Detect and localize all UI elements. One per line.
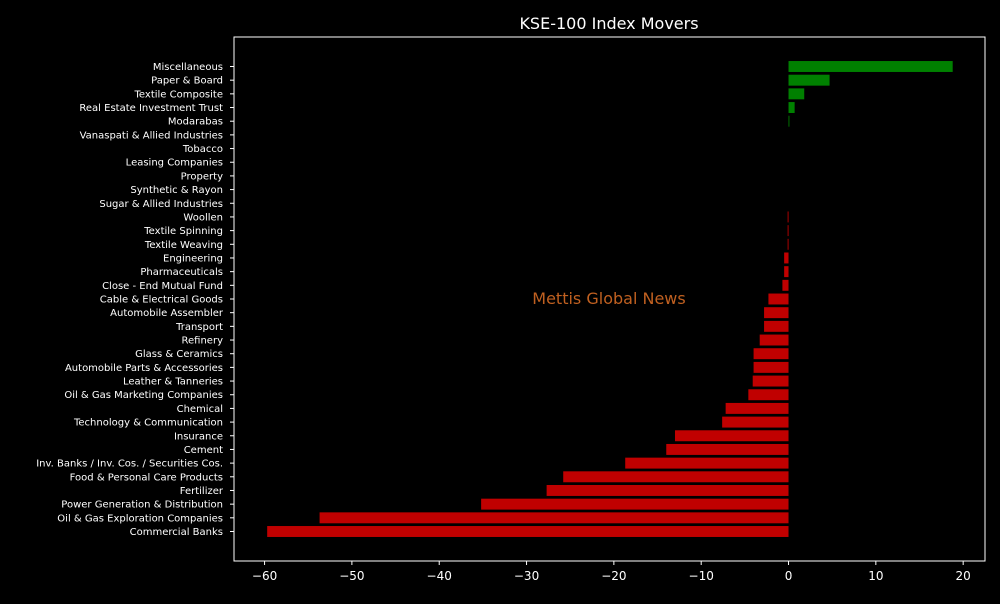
y-tick-label: Woollen (183, 212, 223, 223)
y-tick-label: Pharmaceuticals (140, 267, 223, 278)
bar (267, 526, 789, 537)
y-tick-label: Leather & Tanneries (123, 377, 223, 388)
bar (753, 348, 789, 360)
y-tick-label: Sugar & Allied Industries (99, 199, 223, 210)
bar (764, 320, 789, 332)
x-tick-label: −30 (514, 569, 539, 583)
x-tick-label: 20 (956, 569, 971, 583)
bar (748, 389, 789, 401)
y-tick-label: Modarabas (168, 117, 223, 128)
y-tick-label: Leasing Companies (126, 158, 223, 169)
bar (674, 430, 789, 442)
category-labels: Miscellaneous Paper & Board Textile Compos… (36, 62, 234, 538)
y-tick-label: Oil & Gas Marketing Companies (64, 390, 223, 401)
y-tick-label: Close - End Mutual Fund (102, 281, 223, 292)
bar (764, 307, 789, 319)
y-tick-label: Technology & Communication (73, 418, 223, 429)
x-tick-label: −40 (427, 569, 452, 583)
y-tick-label: Food & Personal Care Products (70, 472, 223, 483)
bar (782, 279, 789, 291)
y-tick-label: Inv. Banks / Inv. Cos. / Securities Cos. (36, 459, 223, 470)
y-tick-label: Fertilizer (180, 486, 224, 497)
bar (784, 252, 789, 264)
bar (753, 361, 789, 373)
y-tick-label: Chemical (177, 404, 223, 415)
bar (788, 102, 795, 113)
bar (784, 266, 789, 278)
x-axis-ticks: −60 −50 −40 −30 −20 −10 0 10 20 (252, 561, 971, 583)
y-tick-label: Cement (184, 445, 223, 456)
y-tick-label: Glass & Ceramics (135, 349, 223, 360)
y-tick-label: Real Estate Investment Trust (79, 103, 223, 114)
bar (759, 334, 789, 346)
y-tick-label: Textile Weaving (144, 240, 223, 251)
y-tick-label: Textile Spinning (143, 226, 223, 237)
bars-layer (267, 61, 953, 537)
bar (787, 225, 789, 237)
y-tick-label: Textile Composite (134, 89, 223, 100)
bar (722, 416, 789, 428)
bar (546, 485, 789, 496)
bar (752, 375, 789, 387)
y-tick-label: Automobile Parts & Accessories (65, 363, 223, 374)
y-tick-label: Miscellaneous (153, 62, 223, 73)
watermark-text: Mettis Global News (532, 289, 685, 308)
bar (625, 457, 789, 469)
y-tick-label: Engineering (163, 253, 223, 264)
bar (666, 443, 789, 455)
bar (481, 498, 789, 510)
x-tick-label: 0 (785, 569, 793, 583)
bar (768, 293, 789, 305)
y-tick-label: Cable & Electrical Goods (100, 295, 223, 306)
bar (788, 61, 953, 72)
bar (788, 88, 805, 100)
bar (788, 74, 830, 86)
bar (788, 115, 790, 127)
y-tick-label: Transport (175, 322, 223, 333)
x-tick-label: −60 (252, 569, 277, 583)
y-tick-label: Property (181, 171, 223, 182)
y-tick-label: Commercial Banks (130, 527, 223, 538)
chart-title: KSE-100 Index Movers (519, 14, 698, 33)
bar (787, 211, 789, 223)
bar (787, 238, 789, 250)
y-tick-label: Vanaspati & Allied Industries (80, 130, 223, 141)
y-tick-label: Refinery (182, 336, 224, 347)
y-tick-label: Insurance (174, 431, 223, 442)
bar (563, 471, 789, 483)
x-tick-label: 10 (868, 569, 883, 583)
x-tick-label: −20 (601, 569, 626, 583)
y-tick-label: Paper & Board (151, 76, 223, 87)
x-tick-label: −50 (339, 569, 364, 583)
x-tick-label: −10 (689, 569, 714, 583)
y-tick-label: Power Generation & Distribution (61, 500, 223, 511)
y-tick-label: Synthetic & Rayon (130, 185, 223, 196)
bar (725, 402, 789, 414)
y-tick-label: Oil & Gas Exploration Companies (57, 513, 223, 524)
y-tick-label: Automobile Assembler (110, 308, 224, 319)
bar (319, 512, 789, 524)
y-tick-label: Tobacco (182, 144, 223, 155)
